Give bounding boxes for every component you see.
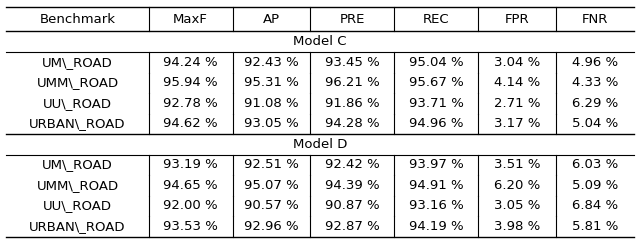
Text: 92.43 %: 92.43 % [244,56,299,69]
Text: 94.91 %: 94.91 % [409,179,464,192]
Text: 96.21 %: 96.21 % [325,76,380,89]
Text: FPR: FPR [505,13,529,26]
Text: 90.57 %: 90.57 % [244,199,299,212]
Text: 92.42 %: 92.42 % [325,158,380,171]
Text: 95.04 %: 95.04 % [409,56,464,69]
Text: PRE: PRE [340,13,365,26]
Text: 90.87 %: 90.87 % [325,199,380,212]
Text: 94.96 %: 94.96 % [409,117,463,130]
Text: 3.98 %: 3.98 % [494,220,540,233]
Text: URBAN\_ROAD: URBAN\_ROAD [29,220,126,233]
Text: 94.62 %: 94.62 % [163,117,218,130]
Text: 4.14 %: 4.14 % [494,76,540,89]
Text: 5.04 %: 5.04 % [572,117,618,130]
Text: 5.09 %: 5.09 % [572,179,618,192]
Text: 95.67 %: 95.67 % [409,76,464,89]
Text: 93.53 %: 93.53 % [163,220,218,233]
Text: AP: AP [263,13,280,26]
Text: 92.51 %: 92.51 % [244,158,299,171]
Text: 93.97 %: 93.97 % [409,158,464,171]
Text: 95.31 %: 95.31 % [244,76,299,89]
Text: 93.19 %: 93.19 % [163,158,218,171]
Text: MaxF: MaxF [173,13,208,26]
Text: 3.17 %: 3.17 % [494,117,540,130]
Text: 91.08 %: 91.08 % [244,97,299,110]
Text: UU\_ROAD: UU\_ROAD [43,199,112,212]
Text: Benchmark: Benchmark [40,13,116,26]
Text: 6.20 %: 6.20 % [494,179,540,192]
Text: 94.28 %: 94.28 % [325,117,380,130]
Text: 6.29 %: 6.29 % [572,97,618,110]
Text: 4.33 %: 4.33 % [572,76,618,89]
Text: 92.78 %: 92.78 % [163,97,218,110]
Text: 6.03 %: 6.03 % [572,158,618,171]
Text: URBAN\_ROAD: URBAN\_ROAD [29,117,126,130]
Text: 91.86 %: 91.86 % [325,97,380,110]
Text: 3.04 %: 3.04 % [494,56,540,69]
Text: 93.16 %: 93.16 % [409,199,464,212]
Text: UM\_ROAD: UM\_ROAD [42,158,113,171]
Text: 5.81 %: 5.81 % [572,220,618,233]
Text: 95.94 %: 95.94 % [163,76,218,89]
Text: UU\_ROAD: UU\_ROAD [43,97,112,110]
Text: Model C: Model C [293,35,347,48]
Text: 94.65 %: 94.65 % [163,179,218,192]
Text: 94.19 %: 94.19 % [409,220,464,233]
Text: REC: REC [423,13,450,26]
Text: 92.87 %: 92.87 % [325,220,380,233]
Text: 93.45 %: 93.45 % [325,56,380,69]
Text: 92.96 %: 92.96 % [244,220,299,233]
Text: 3.51 %: 3.51 % [494,158,540,171]
Text: 4.96 %: 4.96 % [572,56,618,69]
Text: 92.00 %: 92.00 % [163,199,218,212]
Text: 93.05 %: 93.05 % [244,117,299,130]
Text: FNR: FNR [582,13,608,26]
Text: UMM\_ROAD: UMM\_ROAD [36,179,118,192]
Text: 94.39 %: 94.39 % [325,179,380,192]
Text: 3.05 %: 3.05 % [494,199,540,212]
Text: 2.71 %: 2.71 % [494,97,540,110]
Text: 6.84 %: 6.84 % [572,199,618,212]
Text: 94.24 %: 94.24 % [163,56,218,69]
Text: Model D: Model D [293,138,347,151]
Text: 93.71 %: 93.71 % [409,97,464,110]
Text: UMM\_ROAD: UMM\_ROAD [36,76,118,89]
Text: 95.07 %: 95.07 % [244,179,299,192]
Text: UM\_ROAD: UM\_ROAD [42,56,113,69]
